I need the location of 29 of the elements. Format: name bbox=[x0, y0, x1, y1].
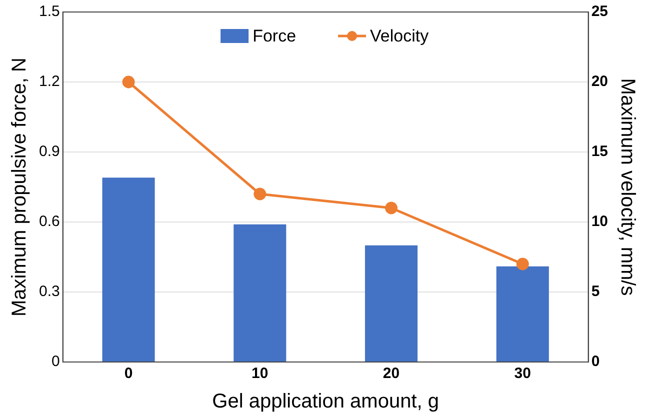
x-axis-title: Gel application amount, g bbox=[212, 390, 439, 413]
point bbox=[254, 188, 266, 200]
point bbox=[122, 76, 135, 88]
y-tick-label: 0 bbox=[52, 353, 60, 370]
x-tick-label: 0 bbox=[124, 365, 133, 382]
x-tick-label: 20 bbox=[382, 365, 400, 382]
x-tick-label: 30 bbox=[514, 365, 531, 382]
bar bbox=[364, 245, 418, 362]
legend-label: Force bbox=[252, 26, 296, 46]
y-tick-label: 0.6 bbox=[38, 213, 60, 230]
point bbox=[385, 202, 398, 214]
x-tick-label: 10 bbox=[252, 365, 268, 382]
bar bbox=[496, 266, 549, 362]
y2-tick-label: 20 bbox=[591, 73, 608, 90]
bar bbox=[102, 178, 155, 362]
y-tick-label: 0.3 bbox=[38, 283, 60, 300]
legend-label: Velocity bbox=[370, 26, 430, 46]
y2-tick-label: 5 bbox=[591, 283, 600, 300]
y2-tick-label: 15 bbox=[591, 143, 608, 160]
y-tick-label: 0.9 bbox=[38, 143, 60, 160]
y-axis-title: Maximum propulsive force, N bbox=[8, 58, 31, 316]
bar bbox=[234, 224, 286, 362]
y2-tick-label: 25 bbox=[591, 3, 608, 20]
y-tick-label: 1.5 bbox=[38, 3, 60, 20]
point bbox=[516, 258, 529, 270]
y2-axis-title: Maximum velocity, mm/s bbox=[616, 78, 638, 296]
y-tick-label: 1.2 bbox=[38, 73, 60, 90]
y2-tick-label: 10 bbox=[591, 213, 608, 230]
y2-tick-label: 0 bbox=[591, 353, 600, 370]
